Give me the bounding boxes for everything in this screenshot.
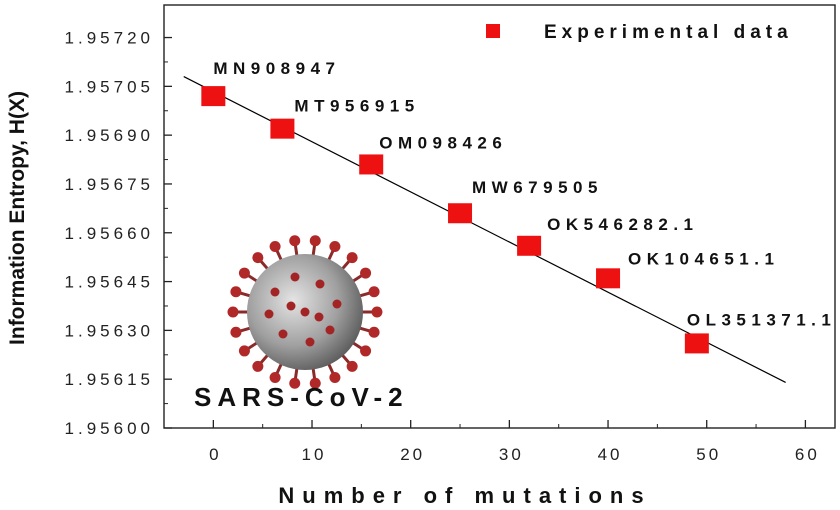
y-tick-label: 1.95690	[65, 126, 154, 145]
y-tick-label: 1.95615	[65, 370, 154, 389]
y-tick-label: 1.95675	[65, 175, 154, 194]
legend-label: Experimental data	[544, 22, 793, 43]
x-axis-title: Number of mutations	[278, 483, 651, 508]
data-point	[270, 118, 295, 139]
virus-spike	[329, 371, 341, 383]
data-points: MN908947 MT956915 OM098426 MW679505 OK546282…	[201, 59, 837, 354]
virus-spike	[230, 286, 242, 298]
x-tick-label: 10	[302, 445, 327, 464]
virus-spike	[360, 267, 372, 279]
virus-spike	[230, 326, 242, 338]
virus-spike	[264, 309, 274, 319]
virus-spike	[269, 241, 281, 253]
virus-spike	[252, 360, 264, 372]
y-axis-title: Information Entropy, H(X)	[6, 91, 29, 345]
y-tick-label: 1.95705	[65, 77, 154, 96]
virus-spike	[278, 329, 288, 339]
virus-spike	[227, 306, 239, 318]
virus-spike	[289, 377, 301, 389]
y-tick-label: 1.95630	[65, 321, 154, 340]
data-label: OL351371.1	[687, 310, 837, 329]
y-tick-label: 1.95645	[65, 273, 154, 292]
virus-spike	[309, 235, 321, 247]
virus-spike	[305, 337, 315, 347]
virus-spike	[238, 267, 250, 279]
virus-spike	[346, 360, 358, 372]
virus-spike	[290, 272, 300, 282]
x-tick-label: 30	[499, 445, 524, 464]
virus-spike	[371, 306, 383, 318]
data-label: OM098426	[379, 133, 507, 152]
data-point	[517, 235, 542, 256]
virus-spike	[309, 377, 321, 389]
data-label: MN908947	[213, 59, 340, 78]
virus-spike	[346, 252, 358, 264]
virus-spike	[269, 371, 281, 383]
inset-label: SARS-CoV-2	[194, 382, 409, 412]
x-tick-label: 20	[400, 445, 425, 464]
data-point	[596, 268, 621, 289]
virus-spike	[238, 345, 250, 357]
legend: Experimental data	[486, 22, 793, 43]
virus-spike	[368, 286, 380, 298]
virus-spike	[289, 235, 301, 247]
data-point	[201, 86, 226, 107]
y-tick-label: 1.95720	[65, 29, 154, 48]
virus-spike	[325, 325, 335, 335]
data-label: MT956915	[294, 97, 419, 116]
virus-spike	[286, 301, 296, 311]
virus-spike	[252, 252, 264, 264]
x-tick-label: 60	[795, 445, 820, 464]
x-tick-label: 50	[696, 445, 721, 464]
data-label: OK546282.1	[547, 215, 698, 234]
x-tick-label: 40	[598, 445, 623, 464]
x-axis: 0 10 20 30 40 50 60	[209, 420, 820, 464]
virus-spike	[368, 326, 380, 338]
coronavirus-image	[227, 235, 383, 389]
virus-spike	[300, 307, 310, 317]
y-tick-label: 1.95600	[65, 419, 154, 438]
virus-spike	[315, 279, 325, 289]
data-label: OK104651.1	[628, 249, 779, 268]
virus-spike	[332, 299, 342, 309]
virus-spike	[270, 287, 280, 297]
virus-spike	[329, 241, 341, 253]
y-axis: 1.95600 1.95615 1.95630 1.95645 1.95660 1.956…	[65, 29, 172, 438]
data-label: MW679505	[472, 178, 603, 197]
legend-marker	[486, 24, 500, 38]
y-tick-label: 1.95660	[65, 224, 154, 243]
x-tick-label: 0	[209, 445, 221, 464]
data-point	[684, 333, 709, 354]
plot-frame	[163, 4, 836, 429]
data-point	[448, 203, 473, 224]
data-point	[359, 154, 384, 175]
virus-spike	[314, 312, 324, 322]
virus-spike	[360, 345, 372, 357]
